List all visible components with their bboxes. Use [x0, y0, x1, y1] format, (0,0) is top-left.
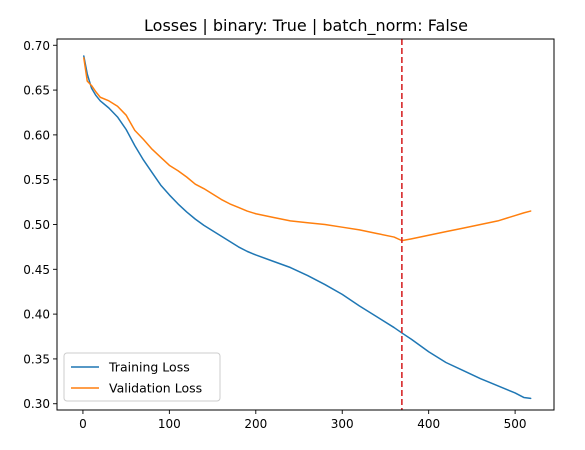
series-line-validation-loss	[83, 57, 532, 242]
legend-label-training-loss: Training Loss	[108, 360, 190, 375]
series-line-training-loss	[83, 55, 532, 400]
y-tick-label: 0.65	[23, 84, 50, 98]
x-tick-label: 500	[504, 417, 527, 431]
y-tick-label: 0.35	[23, 352, 50, 366]
series-layer	[83, 55, 532, 400]
x-tick-label: 100	[158, 417, 181, 431]
chart-title: Losses | binary: True | batch_norm: Fals…	[144, 16, 468, 36]
x-tick-label: 0	[79, 417, 87, 431]
y-tick-label: 0.55	[23, 173, 50, 187]
y-tick-label: 0.30	[23, 397, 50, 411]
plot-frame	[56, 38, 555, 411]
legend: Training Loss Validation Loss	[63, 352, 221, 402]
y-tick-label: 0.45	[23, 263, 50, 277]
legend-box	[63, 352, 221, 402]
legend-label-validation-loss: Validation Loss	[109, 381, 202, 396]
x-axis-ticks: 0 100 200 300 400 500	[79, 410, 527, 431]
x-tick-label: 400	[417, 417, 440, 431]
y-tick-label: 0.70	[23, 39, 50, 53]
x-tick-label: 200	[244, 417, 267, 431]
x-tick-label: 300	[331, 417, 354, 431]
y-axis-ticks: 0.30 0.35 0.40 0.45 0.50 0.55 0.60 0.65 0.70	[23, 39, 57, 411]
y-tick-label: 0.60	[23, 128, 50, 142]
y-tick-label: 0.40	[23, 308, 50, 322]
y-tick-label: 0.50	[23, 218, 50, 232]
